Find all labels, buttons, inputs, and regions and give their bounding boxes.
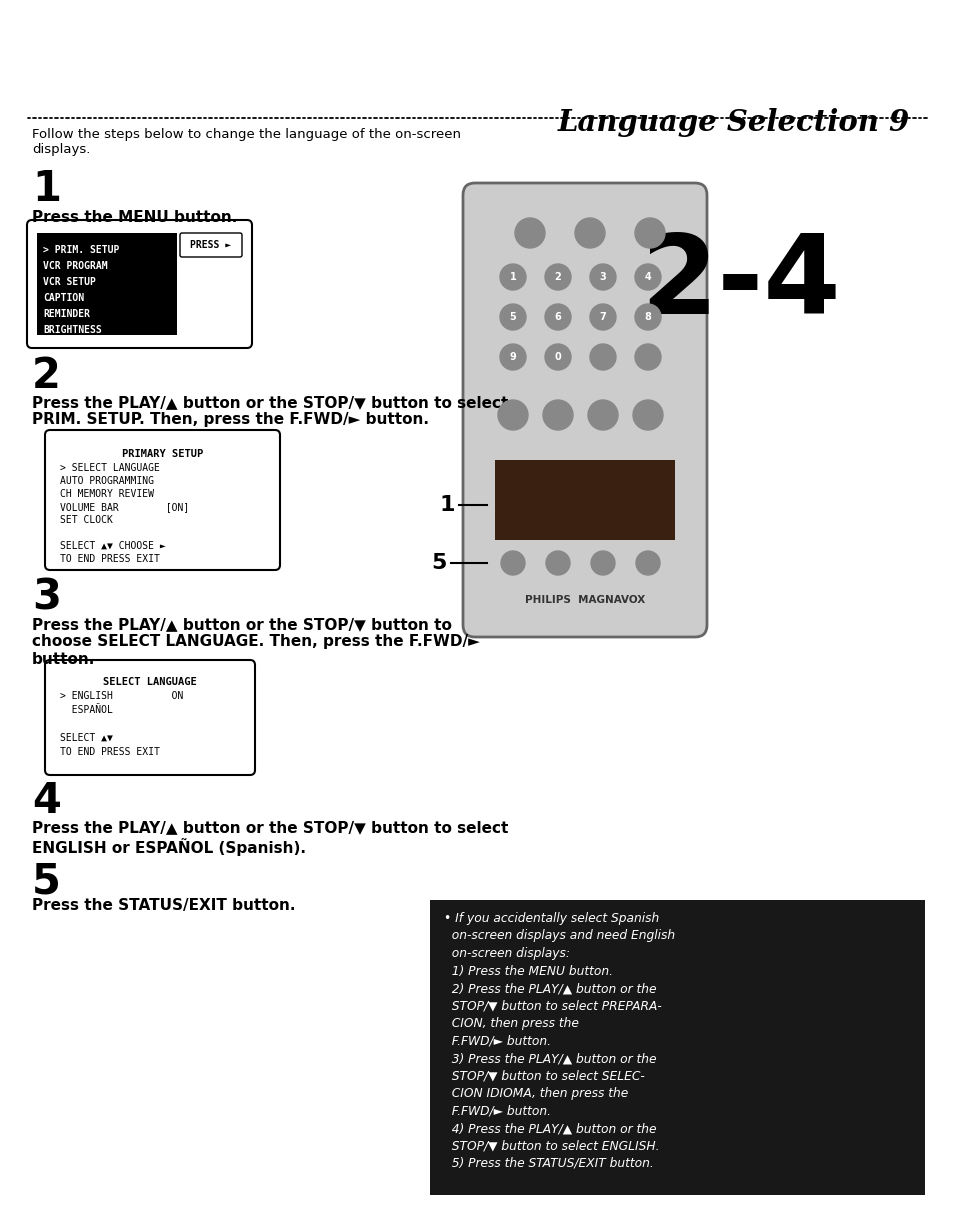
FancyBboxPatch shape [462, 183, 706, 638]
Text: 7: 7 [599, 311, 606, 322]
Circle shape [589, 345, 616, 370]
Text: > SELECT LANGUAGE: > SELECT LANGUAGE [60, 463, 160, 473]
Circle shape [635, 304, 660, 330]
Text: TO END PRESS EXIT: TO END PRESS EXIT [60, 747, 160, 756]
Text: SELECT LANGUAGE: SELECT LANGUAGE [103, 677, 196, 687]
Text: TO END PRESS EXIT: TO END PRESS EXIT [60, 554, 160, 564]
Circle shape [545, 550, 569, 575]
Text: 1: 1 [32, 168, 61, 210]
Circle shape [500, 550, 524, 575]
Text: 8: 8 [644, 311, 651, 322]
Circle shape [499, 264, 525, 291]
Text: CH MEMORY REVIEW: CH MEMORY REVIEW [60, 489, 153, 499]
Text: 3: 3 [32, 577, 61, 619]
Circle shape [544, 264, 571, 291]
Circle shape [635, 264, 660, 291]
Text: > PRIM. SETUP: > PRIM. SETUP [43, 245, 119, 255]
Text: 5: 5 [431, 553, 446, 573]
Text: Press the PLAY/▲ button or the STOP/▼ button to
choose SELECT LANGUAGE. Then, pr: Press the PLAY/▲ button or the STOP/▼ bu… [32, 617, 479, 667]
Text: 2: 2 [554, 272, 560, 282]
Text: > ENGLISH          ON: > ENGLISH ON [60, 691, 183, 701]
Circle shape [544, 345, 571, 370]
FancyBboxPatch shape [45, 660, 254, 775]
Text: 4: 4 [644, 272, 651, 282]
Text: Press the STATUS/EXIT button.: Press the STATUS/EXIT button. [32, 897, 295, 913]
Text: • If you accidentally select Spanish
  on-screen displays and need English
  on-: • If you accidentally select Spanish on-… [443, 912, 675, 1170]
Text: 3: 3 [599, 272, 606, 282]
Text: SELECT ▲▼: SELECT ▲▼ [60, 733, 112, 743]
Text: PRIMARY SETUP: PRIMARY SETUP [122, 449, 203, 459]
Circle shape [499, 345, 525, 370]
FancyBboxPatch shape [180, 233, 242, 257]
Circle shape [515, 218, 544, 248]
Text: Press the MENU button.: Press the MENU button. [32, 210, 237, 226]
Text: 4: 4 [32, 780, 61, 821]
Text: Press the PLAY/▲ button or the STOP/▼ button to select
PRIM. SETUP. Then, press : Press the PLAY/▲ button or the STOP/▼ bu… [32, 395, 508, 428]
Circle shape [635, 218, 664, 248]
Circle shape [587, 400, 618, 430]
Circle shape [589, 264, 616, 291]
Text: VCR SETUP: VCR SETUP [43, 277, 95, 287]
Text: 9: 9 [509, 352, 516, 362]
FancyBboxPatch shape [27, 219, 252, 348]
Bar [430, 900, 924, 1195]
Text: Press the PLAY/▲ button or the STOP/▼ button to select
ENGLISH or ESPAÑOL (Spani: Press the PLAY/▲ button or the STOP/▼ bu… [32, 820, 508, 856]
Circle shape [636, 550, 659, 575]
Text: 5: 5 [32, 859, 61, 902]
Circle shape [589, 304, 616, 330]
Text: 1: 1 [438, 495, 455, 515]
Circle shape [575, 218, 604, 248]
FancyBboxPatch shape [45, 430, 280, 570]
Text: ESPAÑOL: ESPAÑOL [60, 705, 112, 715]
Text: PHILIPS  MAGNAVOX: PHILIPS MAGNAVOX [524, 595, 644, 604]
Text: REMINDER: REMINDER [43, 309, 90, 319]
Text: SET CLOCK: SET CLOCK [60, 515, 112, 525]
Text: Language Selection 9: Language Selection 9 [558, 108, 909, 137]
Text: 1: 1 [509, 272, 516, 282]
Bar [37, 233, 177, 335]
Circle shape [499, 304, 525, 330]
Text: 2-4: 2-4 [639, 230, 840, 337]
Circle shape [590, 550, 615, 575]
Text: 5: 5 [509, 311, 516, 322]
Circle shape [544, 304, 571, 330]
Bar [495, 460, 675, 539]
Text: PRESS ►: PRESS ► [191, 240, 232, 250]
Text: 2: 2 [32, 356, 61, 397]
Text: 6: 6 [554, 311, 560, 322]
Text: BRIGHTNESS: BRIGHTNESS [43, 325, 102, 335]
Circle shape [497, 400, 527, 430]
Circle shape [542, 400, 573, 430]
Circle shape [635, 345, 660, 370]
Text: VCR PROGRAM: VCR PROGRAM [43, 261, 108, 271]
Text: AUTO PROGRAMMING: AUTO PROGRAMMING [60, 476, 153, 485]
Text: VOLUME BAR        [ON]: VOLUME BAR [ON] [60, 501, 189, 512]
Text: Follow the steps below to change the language of the on-screen
displays.: Follow the steps below to change the lan… [32, 128, 460, 156]
Text: CAPTION: CAPTION [43, 293, 84, 303]
Circle shape [633, 400, 662, 430]
Text: SELECT ▲▼ CHOOSE ►: SELECT ▲▼ CHOOSE ► [60, 541, 166, 550]
Text: 0: 0 [554, 352, 560, 362]
